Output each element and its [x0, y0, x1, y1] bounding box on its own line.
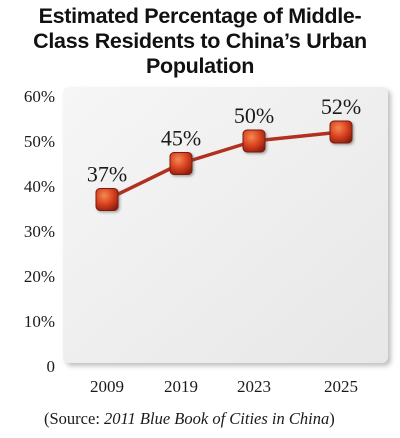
data-label: 50% — [234, 103, 274, 128]
data-point-marker — [242, 129, 266, 153]
series-line — [106, 130, 342, 202]
source-title: 2011 Blue Book of Cities in China — [104, 409, 330, 428]
data-label: 52% — [321, 94, 361, 119]
source-note: (Source: 2011 Blue Book of Cities in Chi… — [44, 409, 335, 428]
data-label: 37% — [87, 162, 127, 187]
y-tick-label: 20% — [24, 267, 55, 286]
chart-title-line-3: Population — [145, 54, 255, 78]
x-tick-label: 2023 — [237, 377, 271, 396]
chart-title: Estimated Percentage of Middle- Class Re… — [0, 4, 400, 79]
x-tick-label: 2019 — [164, 377, 198, 396]
x-tick-label: 2025 — [324, 377, 358, 396]
data-point-marker — [329, 120, 353, 144]
x-tick-label: 2009 — [90, 377, 124, 396]
data-label: 45% — [161, 126, 201, 151]
y-tick-label: 60% — [24, 87, 55, 106]
data-point-marker — [169, 152, 193, 175]
chart-title-line-1: Estimated Percentage of Middle- — [38, 4, 362, 28]
plot-area — [63, 87, 388, 363]
y-tick-label: 50% — [24, 132, 55, 151]
y-tick-label: 10% — [24, 312, 55, 331]
chart-title-line-2: Class Residents to China’s Urban — [33, 29, 367, 53]
y-tick-label: 30% — [24, 222, 55, 241]
y-tick-label: 0 — [47, 357, 56, 376]
y-tick-label: 40% — [24, 177, 55, 196]
data-point-marker — [95, 188, 119, 211]
